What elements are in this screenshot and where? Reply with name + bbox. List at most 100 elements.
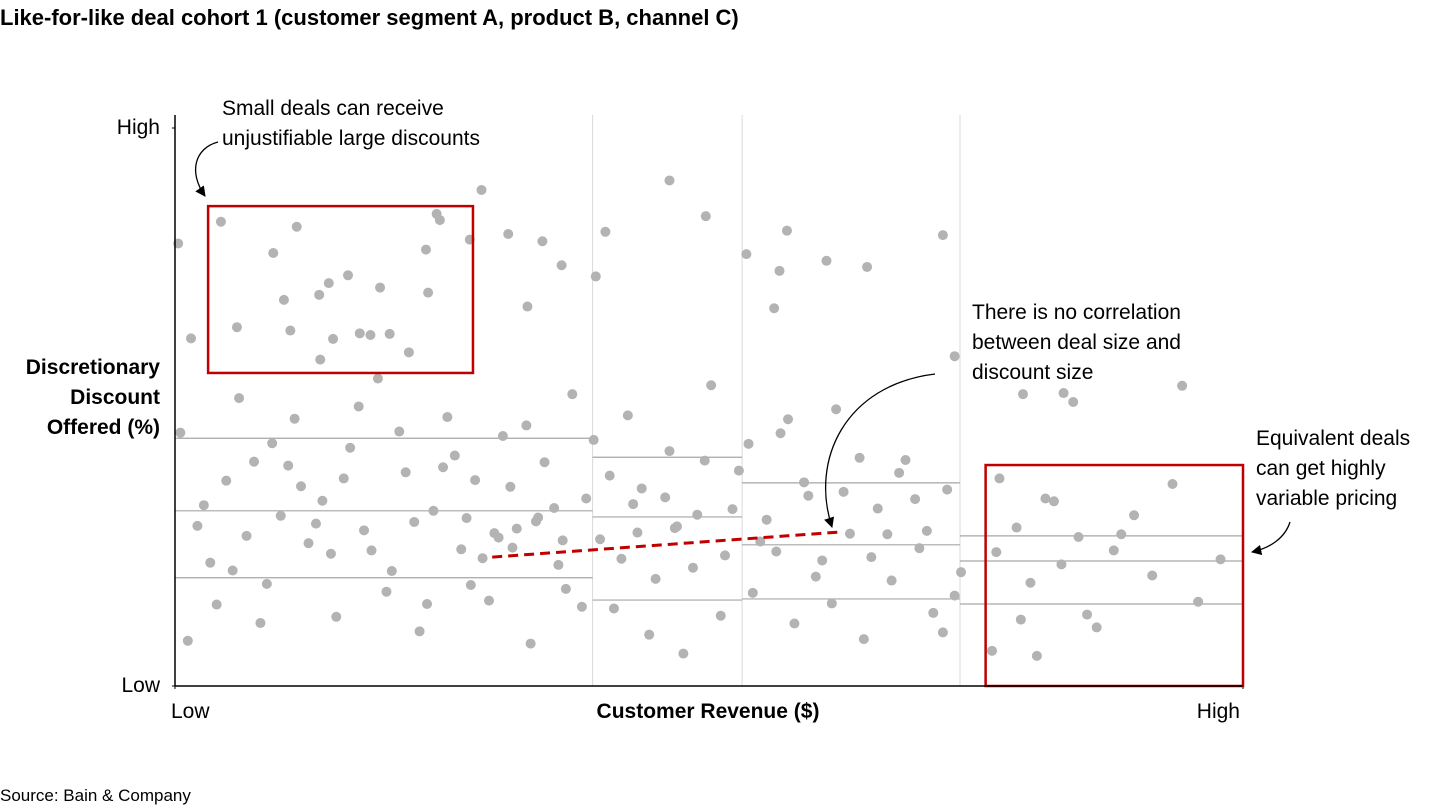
point bbox=[755, 536, 766, 547]
point bbox=[949, 351, 960, 362]
point bbox=[1073, 532, 1084, 543]
point bbox=[323, 278, 334, 289]
point bbox=[1031, 650, 1042, 661]
point bbox=[595, 534, 606, 545]
point bbox=[872, 503, 883, 514]
point bbox=[249, 456, 260, 467]
point bbox=[1056, 559, 1067, 570]
point bbox=[699, 455, 710, 466]
point bbox=[991, 547, 1002, 558]
point bbox=[505, 481, 516, 492]
point bbox=[761, 514, 772, 525]
point bbox=[715, 610, 726, 621]
point bbox=[384, 328, 395, 339]
point bbox=[400, 467, 411, 478]
point bbox=[438, 462, 449, 473]
point bbox=[803, 490, 814, 501]
point bbox=[345, 442, 356, 453]
point bbox=[414, 626, 425, 637]
point bbox=[769, 303, 780, 314]
point bbox=[826, 598, 837, 609]
point bbox=[949, 590, 960, 601]
point bbox=[331, 611, 342, 622]
point bbox=[1025, 577, 1036, 588]
point bbox=[530, 516, 541, 527]
highlight-box bbox=[206, 204, 475, 375]
point bbox=[1082, 609, 1093, 620]
point bbox=[261, 578, 272, 589]
point bbox=[1068, 396, 1079, 407]
point bbox=[328, 333, 339, 344]
point bbox=[1040, 493, 1051, 504]
point bbox=[511, 523, 522, 534]
point bbox=[900, 455, 911, 466]
point bbox=[175, 427, 186, 438]
point bbox=[628, 499, 639, 510]
annotation: Equivalent deals can get highly variable… bbox=[1256, 427, 1411, 510]
point bbox=[483, 595, 494, 606]
point bbox=[549, 502, 560, 513]
point bbox=[650, 573, 661, 584]
point bbox=[205, 557, 216, 568]
annotation: Small deals can receive unjustifiable la… bbox=[222, 97, 480, 150]
point bbox=[747, 587, 758, 598]
point bbox=[234, 393, 245, 404]
point bbox=[422, 598, 433, 609]
point bbox=[622, 410, 633, 421]
point bbox=[522, 301, 533, 312]
point bbox=[844, 528, 855, 539]
point bbox=[1147, 570, 1158, 581]
point bbox=[854, 452, 865, 463]
point bbox=[372, 373, 383, 384]
point bbox=[456, 544, 467, 555]
point bbox=[449, 450, 460, 461]
chart-title: Like-for-like deal cohort 1 (customer se… bbox=[0, 5, 739, 30]
point bbox=[1129, 510, 1140, 521]
point bbox=[600, 226, 611, 237]
point bbox=[781, 225, 792, 236]
point bbox=[186, 333, 197, 344]
point bbox=[775, 428, 786, 439]
point bbox=[783, 414, 794, 425]
point bbox=[553, 559, 564, 570]
point bbox=[838, 486, 849, 497]
point bbox=[503, 229, 514, 240]
point bbox=[664, 175, 675, 186]
point bbox=[560, 583, 571, 594]
point bbox=[317, 495, 328, 506]
point bbox=[741, 249, 752, 260]
point bbox=[315, 354, 326, 365]
point bbox=[353, 401, 364, 412]
point bbox=[338, 473, 349, 484]
point bbox=[507, 542, 518, 553]
point bbox=[231, 322, 242, 333]
point bbox=[821, 255, 832, 266]
point bbox=[866, 552, 877, 563]
point bbox=[285, 325, 296, 336]
highlight-box bbox=[984, 463, 1245, 688]
point bbox=[557, 535, 568, 546]
point bbox=[882, 529, 893, 540]
point bbox=[799, 477, 810, 488]
y-tick-label: Low bbox=[121, 674, 160, 697]
point bbox=[831, 404, 842, 415]
point bbox=[1167, 479, 1178, 490]
point bbox=[727, 504, 738, 515]
point bbox=[227, 565, 238, 576]
arrow bbox=[195, 141, 219, 197]
point bbox=[442, 412, 453, 423]
point bbox=[928, 607, 939, 618]
x-tick-label: Low bbox=[171, 700, 210, 723]
point bbox=[476, 184, 487, 195]
point bbox=[1177, 380, 1188, 391]
point bbox=[987, 645, 998, 656]
point bbox=[211, 599, 222, 610]
point bbox=[381, 586, 392, 597]
point bbox=[409, 516, 420, 527]
point bbox=[608, 603, 619, 614]
point bbox=[386, 566, 397, 577]
point bbox=[678, 648, 689, 659]
point bbox=[1116, 529, 1127, 540]
